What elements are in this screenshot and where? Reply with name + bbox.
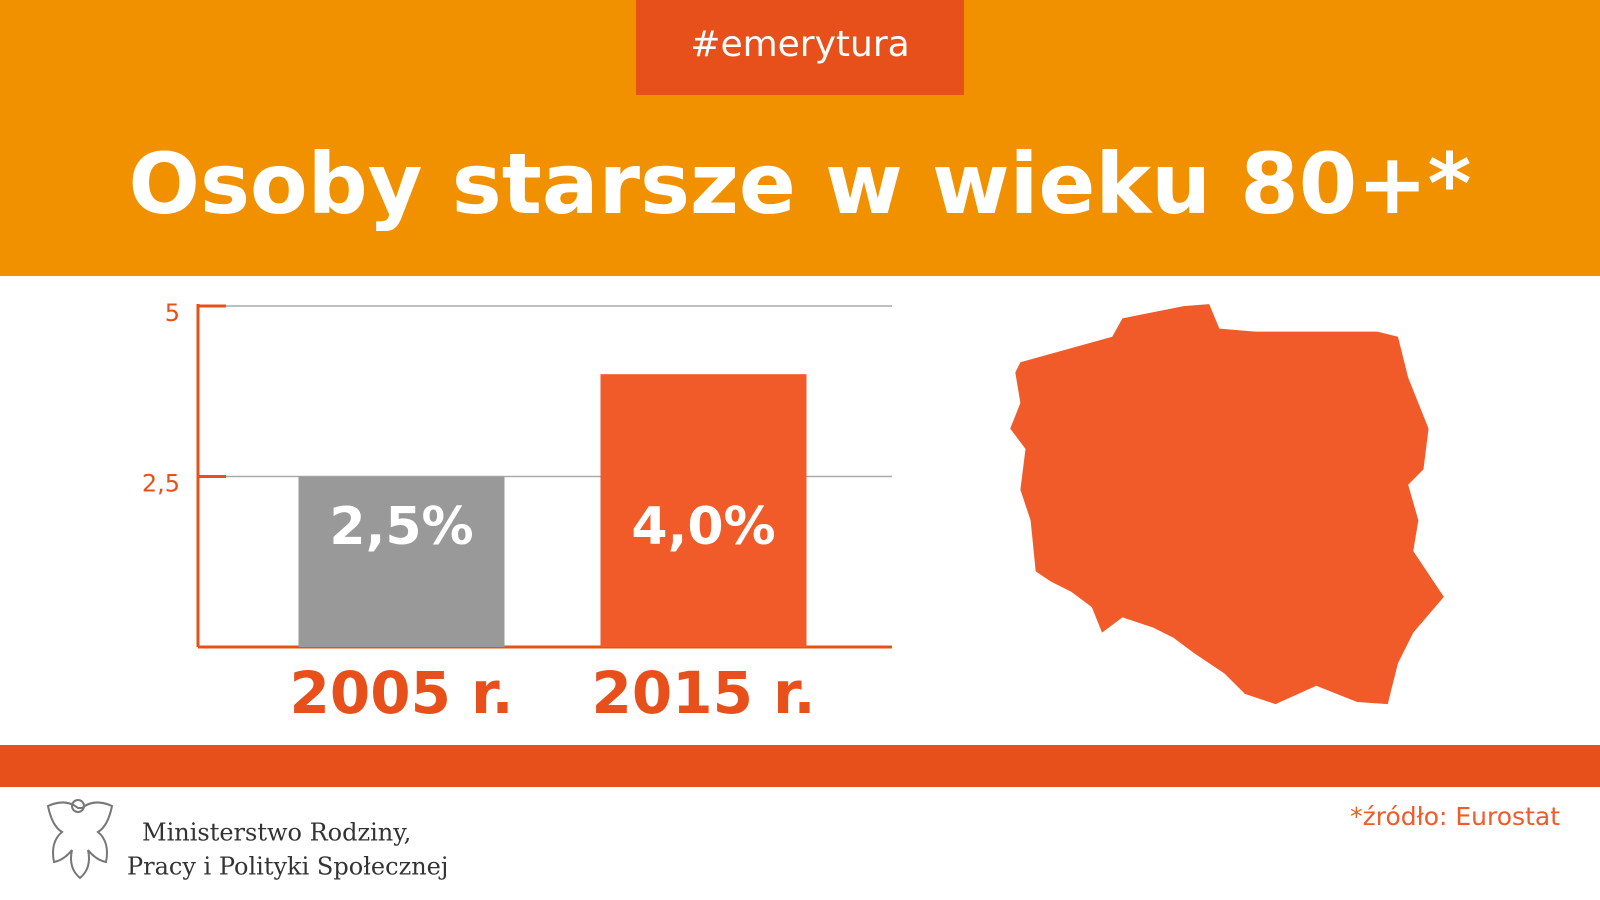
y-tick-label: 5 (165, 299, 180, 327)
value-label: 4,0% (631, 497, 775, 557)
bar (600, 374, 807, 647)
source: *źródło: Eurostat (1350, 802, 1560, 831)
x-tick-label: 2005 r. (290, 659, 514, 727)
footer-band (0, 745, 1600, 787)
poland-map (1010, 304, 1444, 705)
y-tick-label: 2,5 (142, 470, 180, 498)
tag: #emerytura (690, 24, 909, 65)
value-label: 2,5% (329, 497, 473, 557)
bar (298, 476, 505, 647)
emblem (46, 799, 114, 880)
tag-box (636, 0, 964, 95)
chart-title: Osoby starsze w wieku 80+* (129, 135, 1472, 233)
ministry-line: Ministerstwo Rodziny, (142, 819, 411, 847)
ministry-line: Pracy i Polityki Społecznej (127, 853, 448, 881)
x-tick-label: 2015 r. (592, 659, 816, 727)
